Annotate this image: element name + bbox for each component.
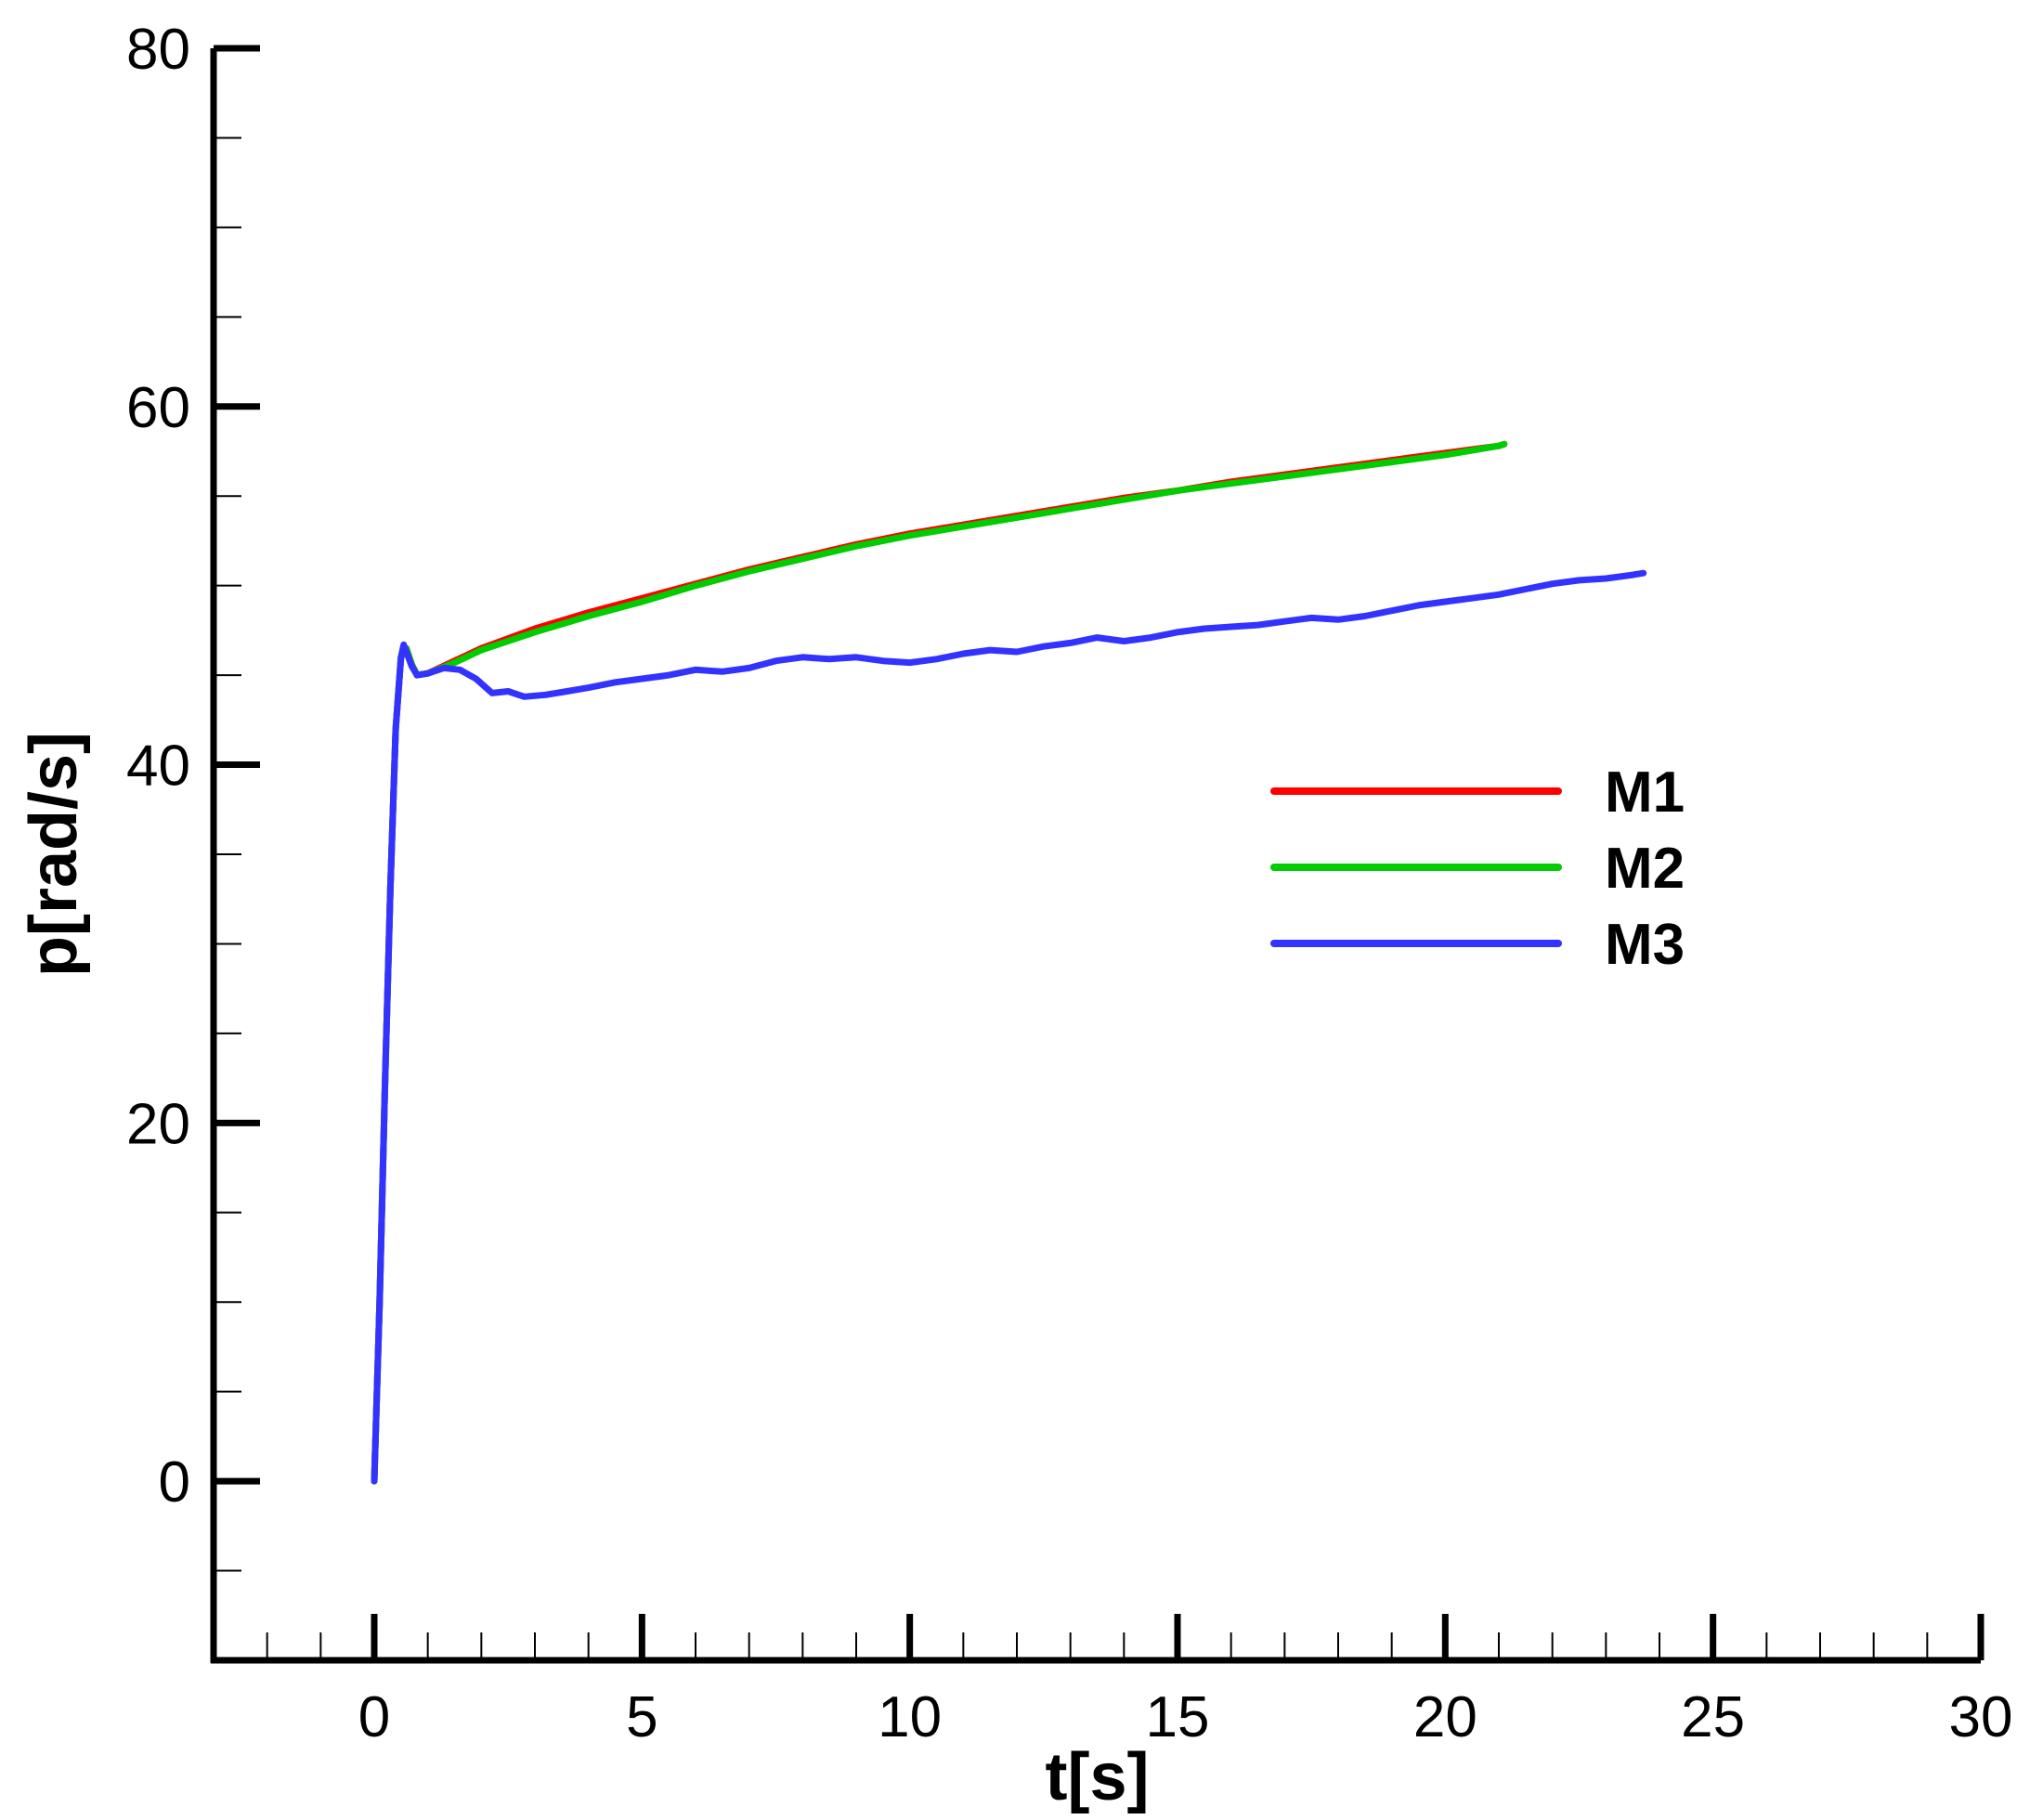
legend-label-m1: M1	[1605, 760, 1685, 825]
x-axis-label: t[s]	[1046, 1740, 1150, 1814]
series-line-m1	[371, 440, 1508, 1485]
x-tick-label: 5	[626, 1685, 657, 1749]
series-line-m3	[371, 569, 1647, 1485]
legend-label-m2: M2	[1605, 837, 1685, 901]
legend: M1 M2 M3	[1270, 760, 1685, 977]
y-axis-label: p[rad/s]	[17, 732, 91, 977]
y-tick-label: 20	[126, 1092, 190, 1156]
x-tick-label: 30	[1949, 1685, 2013, 1749]
y-tick-label: 40	[126, 734, 190, 799]
x-tick-label: 15	[1146, 1685, 1210, 1749]
x-tick-label: 0	[358, 1685, 390, 1749]
ticks-layer: 0 20 40 60 80 0 5 10 15 20 25 30	[126, 18, 2012, 1749]
y-tick-label: 60	[126, 376, 190, 440]
y-tick-label: 0	[159, 1450, 190, 1514]
series-layer	[371, 440, 1647, 1485]
x-tick-label: 25	[1681, 1685, 1745, 1749]
legend-label-m3: M3	[1605, 913, 1685, 977]
y-tick-label: 80	[126, 18, 190, 82]
x-tick-label: 10	[878, 1685, 942, 1749]
x-tick-label: 20	[1413, 1685, 1477, 1749]
series-line-m2	[371, 440, 1508, 1485]
